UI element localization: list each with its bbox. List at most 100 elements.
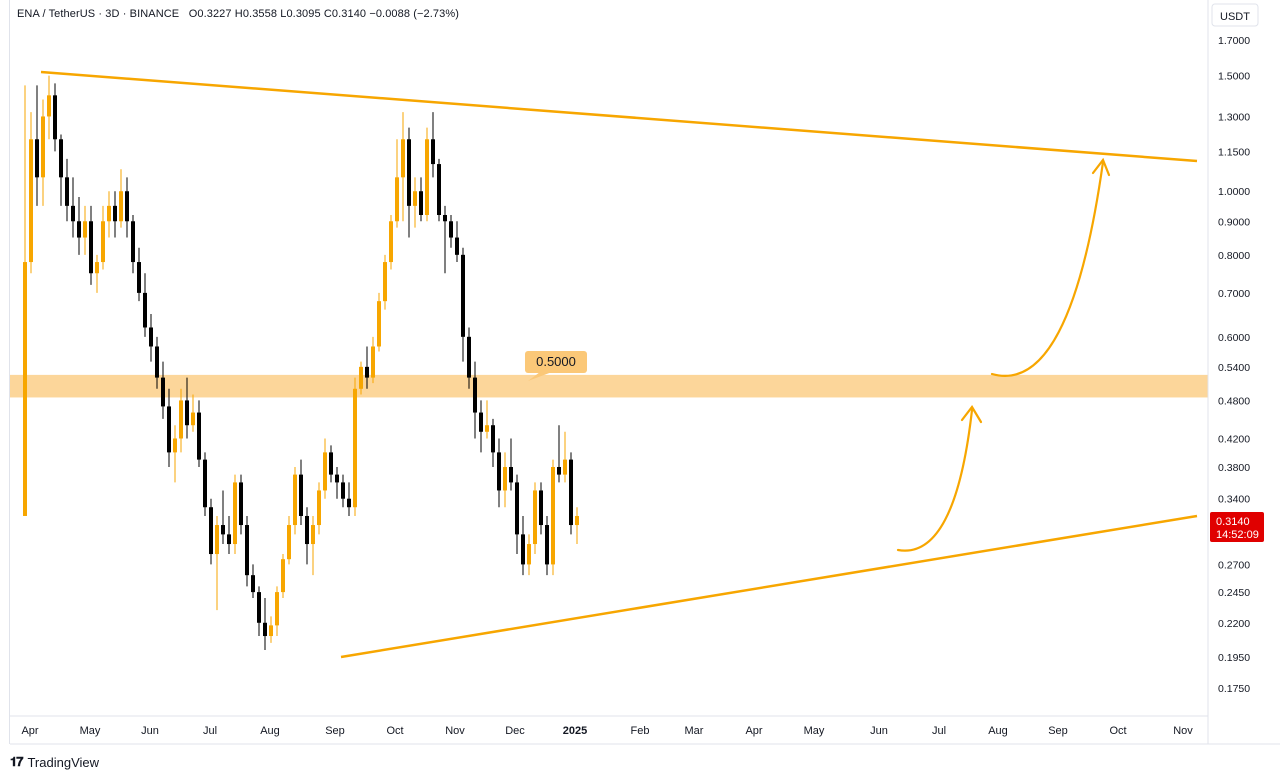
price-tick-label: 0.4800 [1218,395,1250,407]
symbol-name[interactable]: ENA / TetherUS · 3D · BINANCE [17,8,180,20]
price-axis[interactable]: 1.7000 1.5000 1.3000 1.1500 1.0000 0.9000 0.80… [1218,35,1250,695]
candle-body [503,467,507,491]
time-tick-label: Feb [631,725,650,737]
time-tick-label: Jun [141,725,159,737]
close-value: 0.3140 [331,8,367,20]
low-label: L [280,8,287,20]
candle-body [551,467,555,565]
candle-body [545,525,549,565]
candle-body [455,237,459,255]
candle-body [461,254,465,337]
candle-body [251,575,255,593]
time-tick-label: Oct [1109,725,1126,737]
price-tick-label: 0.5400 [1218,362,1250,374]
time-tick-label: May [80,725,101,737]
candle-body [257,592,261,623]
time-tick-label: Oct [386,725,403,737]
price-tick-label: 0.7000 [1218,288,1250,300]
time-axis[interactable]: Apr May Jun Jul Aug Sep Oct Nov Dec 2025 Feb Mar Apr… [21,725,1193,737]
candle-body [389,221,393,263]
high-value: 0.3558 [242,8,278,20]
price-tick-label: 0.2700 [1218,559,1250,571]
candle-body [95,262,99,274]
candle-body [59,139,63,178]
candle-body [137,262,141,293]
candle-body [77,221,81,238]
candle-body [197,412,201,460]
candle-body [317,490,321,526]
candle-body [65,177,69,206]
candle-body [527,544,531,565]
candle-body [227,534,231,545]
candle-body [341,482,345,499]
candle-body [245,525,249,576]
candle-body [311,525,315,545]
countdown: 14:52:09 [1216,529,1259,541]
candle-body [305,515,309,545]
candle-body [83,221,87,238]
time-tick-label: Apr [21,725,38,737]
candle-body [89,221,93,274]
candle-body [431,139,435,165]
lower-trendline [340,514,1198,659]
candle-body [209,507,213,555]
time-tick-label: 2025 [563,725,587,737]
time-tick-label: Sep [1048,725,1068,737]
symbol-header: ENA / TetherUS · 3D · BINANCE O0.3227 H0… [17,8,459,20]
price-tick-label: 1.0000 [1218,186,1250,198]
candle-body [491,425,495,453]
candle-body [575,515,579,526]
candle-body [281,559,285,593]
candle-body [293,474,297,526]
time-tick-label: May [804,725,825,737]
time-tick-label: Nov [1173,725,1193,737]
tradingview-logo-icon[interactable]: 𝟏𝟕 [10,754,24,769]
candle-body [35,139,39,178]
candle-body [107,205,111,222]
candle-body [557,467,561,475]
time-tick-label: Aug [260,725,280,737]
candle-body [383,262,387,302]
candle-body [467,336,471,378]
candle-body [371,346,375,378]
time-tick-label: Mar [685,725,704,737]
candle-body [329,452,333,475]
candle-body [23,262,27,516]
price-tick-label: 0.6000 [1218,332,1250,344]
candle-body [509,467,513,483]
price-tick-label: 0.2450 [1218,587,1250,599]
candle-body [113,205,117,222]
candle-body [449,221,453,238]
candles [23,75,579,650]
price-tick-label: 0.4200 [1218,433,1250,445]
brand-name[interactable]: TradingView [27,754,100,770]
candle-body [521,534,525,565]
price-tick-label: 1.7000 [1218,35,1250,47]
chart-area[interactable] [9,0,1280,744]
footer: 𝟏𝟕 TradingView [10,752,99,772]
candle-body [407,139,411,206]
candle-body [377,301,381,347]
candle-body [563,459,567,475]
candle-body [167,406,171,453]
candle-body [269,625,273,637]
zone-label-text: 0.5000 [536,354,576,369]
time-tick-label: Nov [445,725,465,737]
price-tick-label: 1.1500 [1218,146,1250,158]
candle-body [215,525,219,555]
candle-body [101,221,105,263]
price-tick-label: 0.1750 [1218,683,1250,695]
currency-label[interactable]: USDT [1220,11,1250,23]
candle-body [353,388,357,508]
candle-body [395,177,399,222]
candle-body [539,490,543,526]
candle-body [221,525,225,535]
candle-body [233,482,237,545]
time-tick-label: Aug [988,725,1008,737]
candle-body [53,95,57,140]
candle-body [437,164,441,215]
candle-body [275,592,279,626]
candle-body [29,139,33,263]
candle-body [203,459,207,508]
